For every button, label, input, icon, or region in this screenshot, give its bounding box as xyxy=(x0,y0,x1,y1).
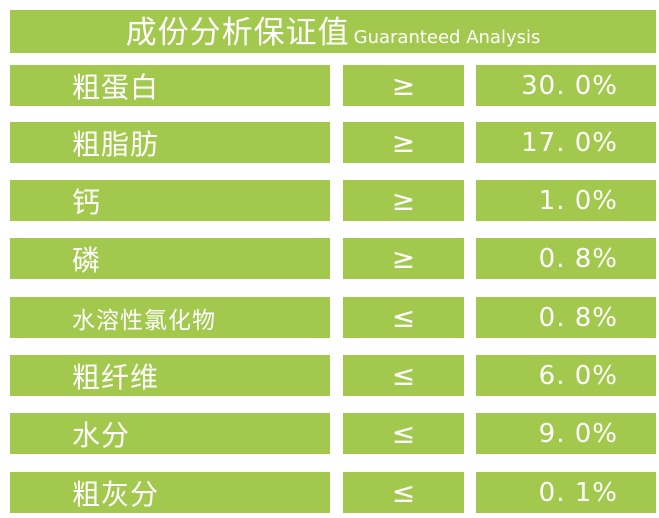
nutrient-name: 水溶性氯化物 xyxy=(10,297,330,338)
comparison-operator: ≥ xyxy=(343,122,464,163)
comparison-operator: ≤ xyxy=(343,297,464,338)
nutrient-value: 6. 0% xyxy=(476,355,656,396)
comparison-operator: ≤ xyxy=(343,355,464,396)
nutrient-name: 水分 xyxy=(10,413,330,454)
analysis-row-water-soluble-chloride: 水溶性氯化物 ≤ 0. 8% xyxy=(10,297,656,338)
header-title-english: Guaranteed Analysis xyxy=(353,27,541,48)
nutrient-value: 0. 1% xyxy=(476,472,656,513)
nutrient-name: 钙 xyxy=(10,180,330,221)
nutrient-value: 17. 0% xyxy=(476,122,656,163)
nutrient-value: 9. 0% xyxy=(476,413,656,454)
comparison-operator: ≥ xyxy=(343,65,464,106)
analysis-row-phosphorus: 磷 ≥ 0. 8% xyxy=(10,238,656,279)
nutrient-value: 1. 0% xyxy=(476,180,656,221)
analysis-row-crude-fat: 粗脂肪 ≥ 17. 0% xyxy=(10,122,656,163)
analysis-row-calcium: 钙 ≥ 1. 0% xyxy=(10,180,656,221)
comparison-operator: ≤ xyxy=(343,413,464,454)
nutrient-value: 0. 8% xyxy=(476,238,656,279)
comparison-operator: ≤ xyxy=(343,472,464,513)
comparison-operator: ≥ xyxy=(343,180,464,221)
analysis-row-moisture: 水分 ≤ 9. 0% xyxy=(10,413,656,454)
analysis-row-crude-ash: 粗灰分 ≤ 0. 1% xyxy=(10,472,656,513)
nutrient-name: 磷 xyxy=(10,238,330,279)
nutrient-name: 粗纤维 xyxy=(10,355,330,396)
analysis-row-crude-fiber: 粗纤维 ≤ 6. 0% xyxy=(10,355,656,396)
nutrient-value: 0. 8% xyxy=(476,297,656,338)
nutrient-name: 粗脂肪 xyxy=(10,122,330,163)
header-title-chinese: 成份分析保证值 xyxy=(125,15,350,51)
nutrient-value: 30. 0% xyxy=(476,65,656,106)
comparison-operator: ≥ xyxy=(343,238,464,279)
nutrient-name: 粗灰分 xyxy=(10,472,330,513)
analysis-header: 成份分析保证值 Guaranteed Analysis xyxy=(10,10,656,53)
analysis-row-crude-protein: 粗蛋白 ≥ 30. 0% xyxy=(10,65,656,106)
nutrient-name: 粗蛋白 xyxy=(10,65,330,106)
